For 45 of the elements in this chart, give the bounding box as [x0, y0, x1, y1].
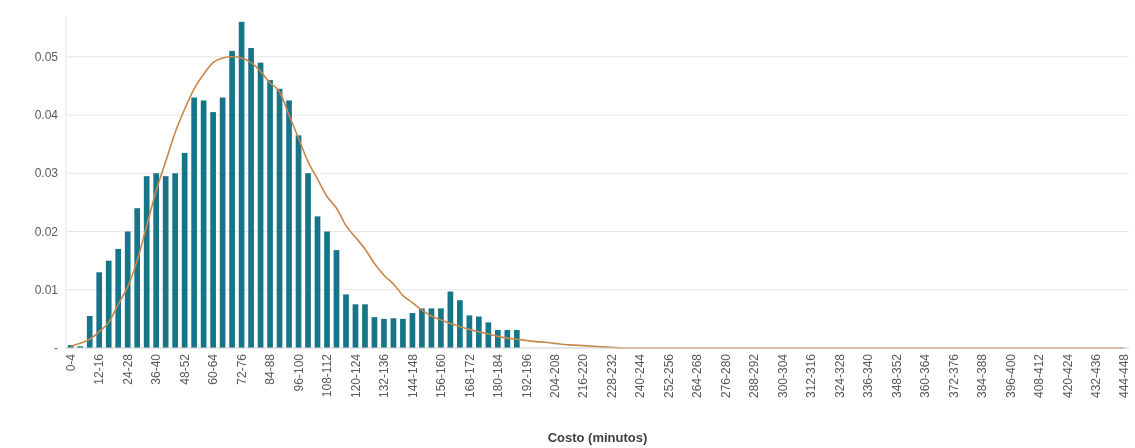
x-tick-label: 84-88: [263, 353, 278, 385]
x-tick-label: 12-16: [92, 353, 107, 385]
x-tick-label: 48-52: [177, 353, 192, 385]
x-tick-label: 276-280: [718, 353, 733, 399]
x-tick-label: 24-28: [120, 353, 135, 385]
x-tick-label: 420-424: [1060, 353, 1075, 399]
y-tick-label: 0.05: [34, 49, 59, 64]
x-tick-label: 360-364: [918, 353, 933, 399]
x-tick-label: 408-412: [1032, 353, 1047, 399]
x-tick-label: 372-376: [946, 353, 961, 399]
x-tick-label: 108-112: [320, 353, 335, 398]
x-tick-label: 96-100: [291, 353, 306, 392]
y-tick-label: -: [54, 341, 58, 356]
x-tick-label: 396-400: [1003, 353, 1018, 399]
y-tick-label: 0.02: [34, 224, 59, 239]
x-tick-label: 204-208: [547, 353, 562, 399]
x-tick-label: 216-220: [576, 353, 591, 399]
x-tick-label: 156-160: [434, 353, 449, 399]
x-tick-label: 336-340: [861, 353, 876, 399]
x-tick-label: 0-4: [63, 353, 78, 372]
x-tick-label: 264-268: [690, 353, 705, 399]
x-tick-label: 240-244: [633, 353, 648, 399]
x-tick-label: 288-292: [747, 353, 762, 399]
x-tick-label: 312-316: [804, 353, 819, 399]
x-tick-label: 348-352: [889, 353, 904, 399]
x-tick-label: 300-304: [775, 353, 790, 399]
x-tick-label: 36-40: [149, 353, 164, 385]
x-tick-label: 168-172: [462, 353, 477, 399]
x-tick-label: 72-76: [234, 353, 249, 385]
x-tick-label: 432-436: [1088, 353, 1103, 399]
x-axis-title: Costo (minutos): [547, 430, 648, 445]
x-tick-label: 120-124: [348, 353, 363, 399]
x-tick-label: 444-448: [1117, 353, 1132, 399]
x-tick-label: 252-256: [661, 353, 676, 399]
x-tick-label: 324-328: [832, 353, 847, 399]
x-tick-label: 132-136: [377, 353, 392, 399]
x-tick-label: 192-196: [519, 353, 534, 399]
y-tick-label: 0.03: [34, 166, 59, 181]
x-tick-label: 180-184: [491, 353, 506, 399]
x-tick-label: 384-388: [975, 353, 990, 399]
x-tick-label: 144-148: [405, 353, 420, 399]
x-tick-label: 228-232: [604, 353, 619, 399]
y-tick-label: 0.01: [34, 282, 59, 297]
x-tick-label: 60-64: [206, 353, 221, 385]
y-tick-label: 0.04: [34, 108, 59, 123]
